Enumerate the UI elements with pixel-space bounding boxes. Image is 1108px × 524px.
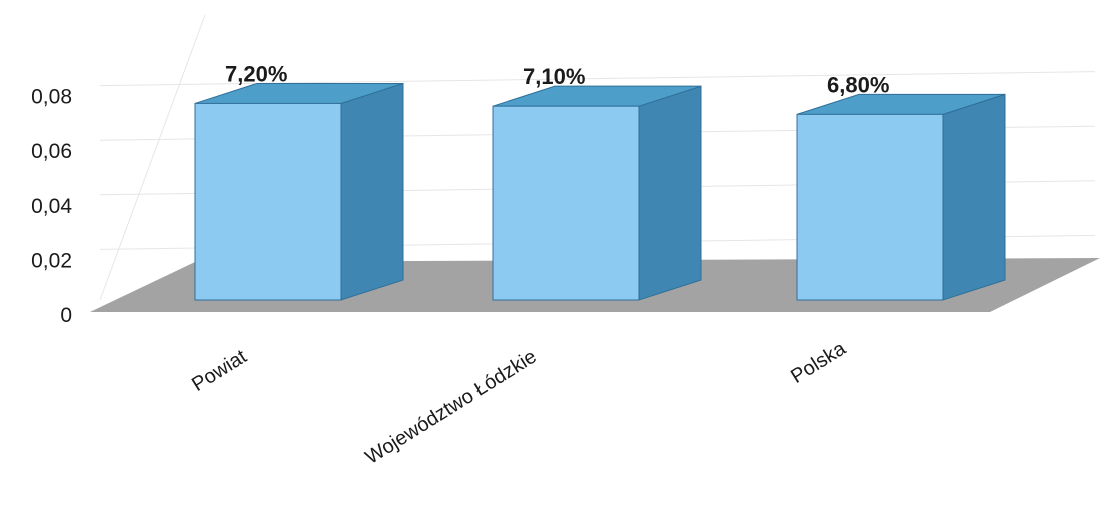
x-tick-label: Polska <box>787 337 850 388</box>
bar-front-face <box>492 105 640 301</box>
data-label: 7,10% <box>523 64 585 89</box>
y-tick-label: 0,04 <box>31 195 72 218</box>
bar-front-face <box>194 102 342 301</box>
bar-1 <box>194 82 404 301</box>
y-axis-ticks: 0 0,02 0,04 0,06 0,08 <box>31 86 72 327</box>
data-label: 7,20% <box>225 61 287 86</box>
x-tick-label: Powiat <box>188 345 251 396</box>
x-tick-label: Województwo Łódzkie <box>361 346 540 469</box>
back-wall-edge <box>99 14 206 301</box>
bar-3 <box>796 93 1006 301</box>
x-axis-ticks: Powiat Województwo Łódzkie Polska <box>188 337 850 469</box>
bar-side-face <box>340 82 404 301</box>
data-labels: 7,20% 7,10% 6,80% <box>225 61 889 97</box>
bars <box>194 82 1006 301</box>
data-label: 6,80% <box>827 72 889 97</box>
bar-side-face <box>638 85 702 301</box>
bar-front-face <box>796 113 944 301</box>
y-tick-label: 0,06 <box>31 140 72 163</box>
y-tick-label: 0,08 <box>31 86 72 109</box>
bar-side-face <box>942 93 1006 301</box>
y-tick-label: 0,02 <box>31 249 72 272</box>
y-tick-label: 0 <box>60 304 72 327</box>
bar-2 <box>492 85 702 301</box>
